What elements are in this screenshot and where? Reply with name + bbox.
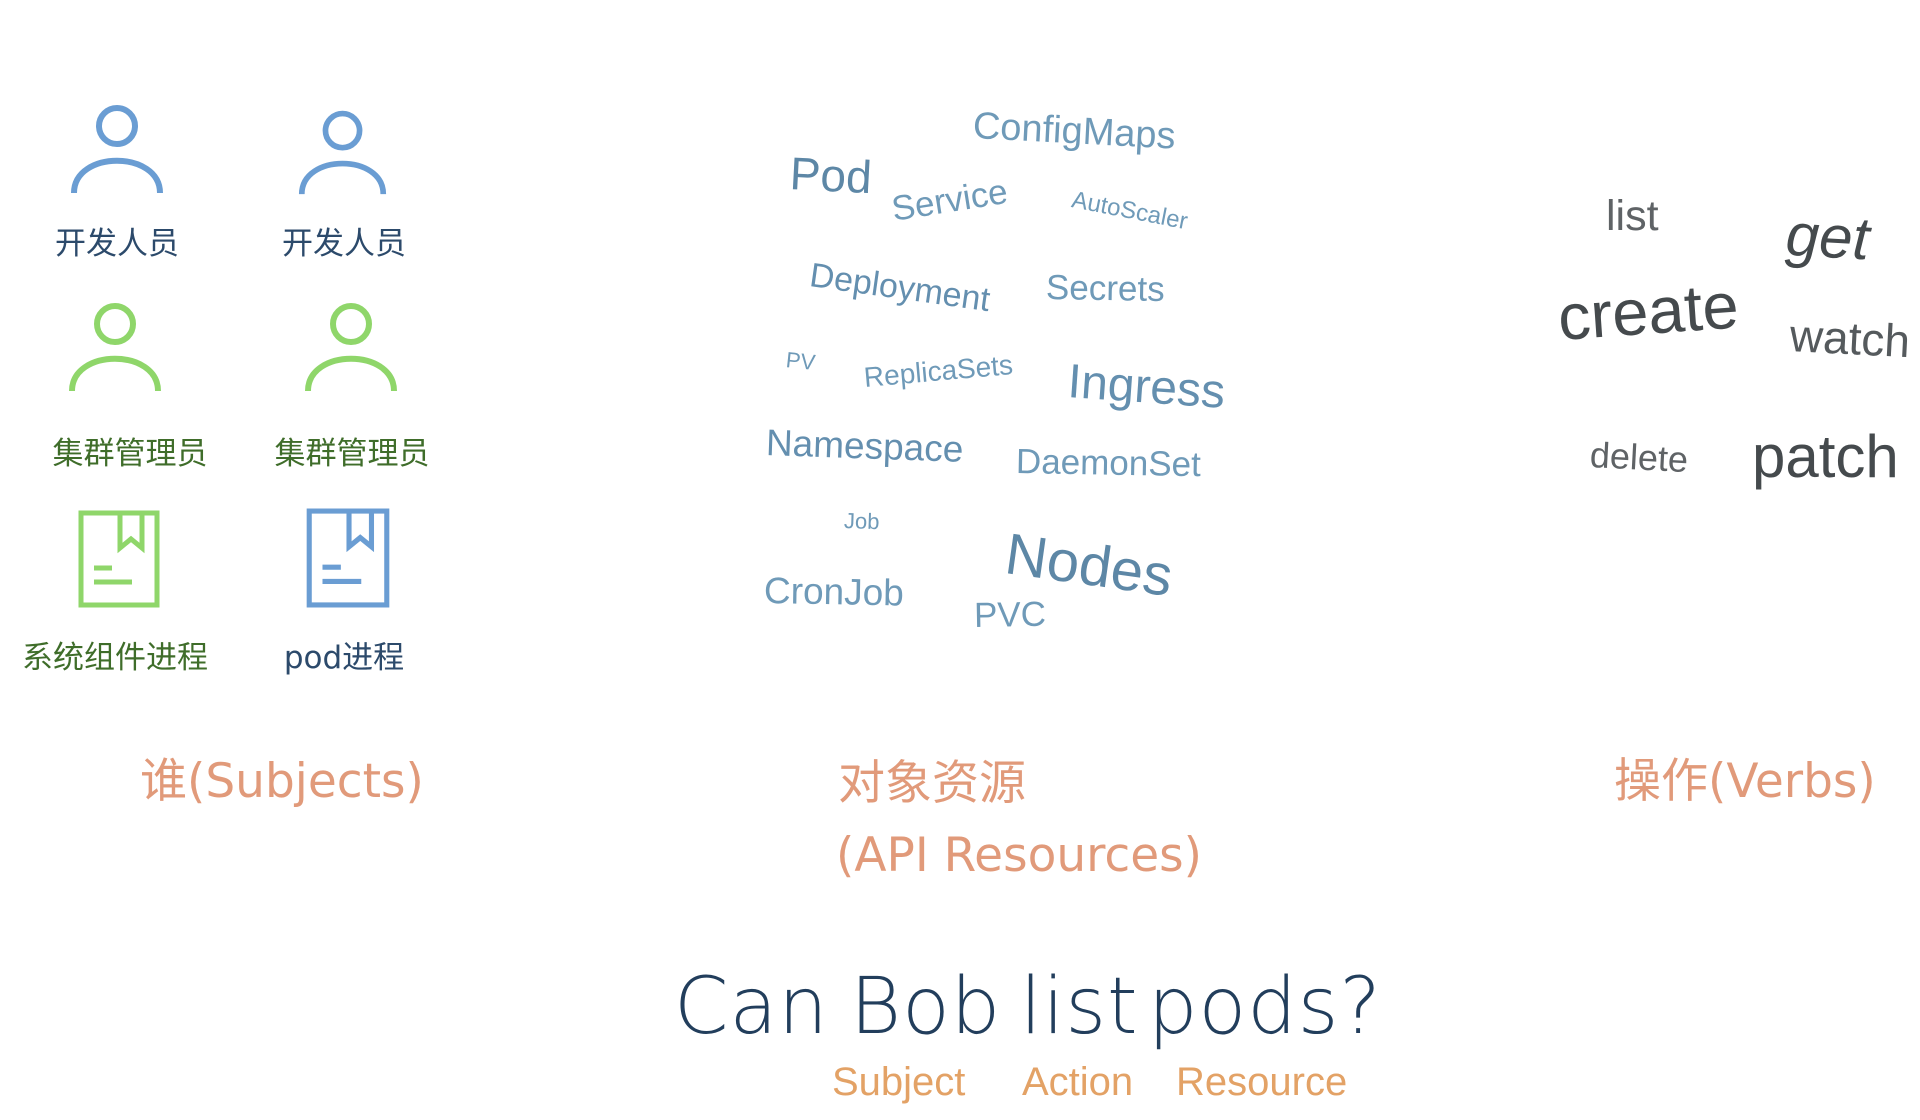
- role-label-resource: Resource: [1176, 1060, 1348, 1104]
- resource-word: ReplicaSets: [862, 349, 1015, 393]
- resource-word: Service: [888, 171, 1011, 229]
- role-label-action: Action: [1022, 1060, 1134, 1104]
- subject-label-pod-process: pod进程: [283, 640, 405, 676]
- subject-label-system-process: 系统组件进程: [22, 640, 208, 676]
- resource-word: Deployment: [807, 256, 993, 320]
- resource-word: Pod: [788, 147, 874, 204]
- resource-word: Job: [843, 508, 880, 535]
- resource-word: Namespace: [765, 422, 965, 470]
- verbs-title: 操作(Verbs): [1614, 754, 1876, 809]
- verb-word: patch: [1752, 423, 1899, 490]
- question-word-resource: pods?: [1148, 962, 1382, 1052]
- resource-word: Ingress: [1066, 355, 1227, 419]
- subjects-title: 谁(Subjects): [140, 754, 424, 809]
- verb-word: list: [1606, 192, 1659, 240]
- subject-label-developer: 开发人员: [282, 226, 406, 262]
- cluster-admin-person-icon: [69, 303, 161, 392]
- resources-title: 对象资源: [838, 756, 1026, 811]
- resource-word: PVC: [973, 594, 1047, 635]
- subject-label-cluster-admin: 集群管理员: [52, 436, 208, 472]
- subject-label-developer: 开发人员: [55, 226, 179, 262]
- verb-word: watch: [1788, 309, 1912, 368]
- question-word-action: list: [1020, 962, 1139, 1052]
- resource-word: PV: [784, 347, 817, 376]
- resource-word: DaemonSet: [1015, 442, 1202, 485]
- developer-person-icon: [71, 105, 163, 194]
- resource-word: ConfigMaps: [971, 105, 1177, 158]
- pod-process-document-icon: [306, 508, 390, 608]
- subject-label-cluster-admin: 集群管理员: [274, 436, 430, 472]
- question-word-subject: Bob: [850, 962, 1002, 1052]
- cluster-admin-person-icon: [305, 303, 397, 392]
- resource-word: Secrets: [1045, 268, 1165, 310]
- system-process-document-icon: [78, 510, 160, 608]
- verb-word: delete: [1588, 434, 1690, 481]
- role-label-subject: Subject: [832, 1060, 966, 1104]
- verb-word: get: [1784, 201, 1872, 273]
- verb-word: create: [1555, 268, 1741, 354]
- developer-person-icon: [298, 110, 387, 195]
- question-word-can: Can: [674, 962, 829, 1052]
- resources-subtitle: (API Resources): [836, 828, 1202, 883]
- resource-word: AutoScaler: [1069, 186, 1190, 236]
- resource-word: CronJob: [763, 570, 905, 614]
